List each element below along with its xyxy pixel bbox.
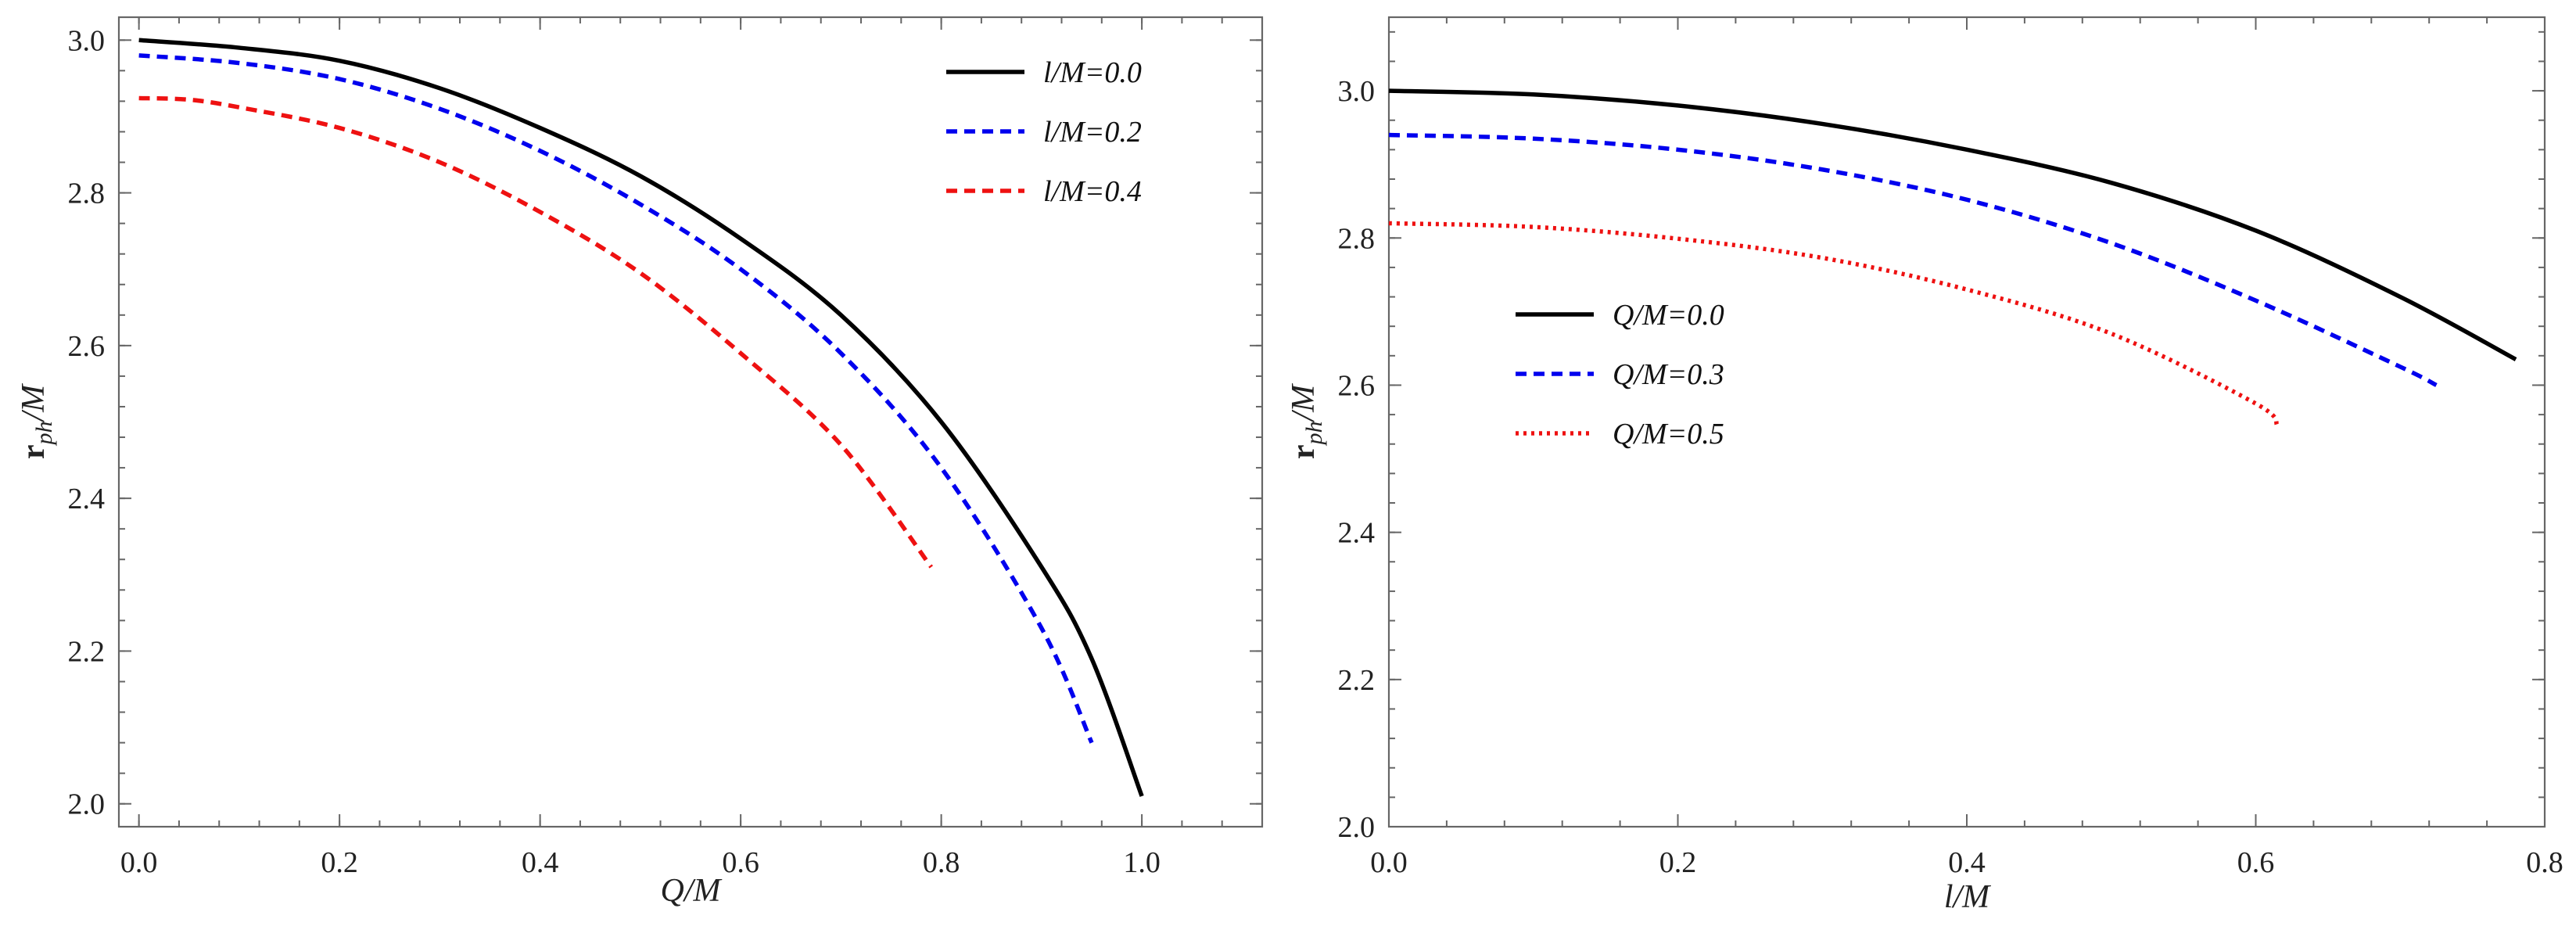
x-tick-label: 0.4 (1948, 846, 1986, 879)
series-line-q-m-0-3 (1388, 132, 2438, 387)
right-chart-panel: 0.0 0.2 0.4 0.6 0.8 2.0 2.2 2.4 2.6 2.8 3.0 l/M rph/… (1286, 16, 2563, 915)
legend-label: l/M=0.0 (1043, 56, 1142, 89)
series-line-q-m-0-5 (1388, 221, 2280, 428)
legend-label: Q/M=0.0 (1613, 299, 1724, 332)
y-tick-label: 2.0 (68, 788, 106, 821)
y-tick-label: 2.8 (68, 178, 106, 210)
x-tick-label: 0.8 (923, 846, 960, 879)
plot-frame (1387, 16, 2546, 828)
x-axis-label: l/M (1944, 879, 1991, 915)
y-tick-label: 2.4 (68, 483, 106, 515)
x-tick-label: 0.0 (120, 846, 158, 879)
x-tick-label: 0.2 (321, 846, 358, 879)
legend-label: Q/M=0.3 (1613, 358, 1724, 391)
series-line-q-m-0-0 (1388, 88, 2517, 361)
y-axis-label: rph/M (1286, 383, 1327, 459)
x-tick-label: 0.0 (1370, 846, 1408, 879)
series-line-l-m-0-0 (138, 38, 1144, 797)
y-tick-label: 2.6 (68, 330, 106, 363)
x-tick-label: 0.2 (1659, 846, 1697, 879)
y-tick-label: 2.0 (1338, 811, 1376, 844)
y-tick-label: 2.4 (1338, 517, 1376, 550)
y-tick-label: 2.6 (1338, 369, 1376, 402)
series-line-l-m-0-2 (138, 53, 1094, 744)
y-tick-label: 3.0 (68, 24, 106, 57)
series-line-l-m-0-4 (138, 95, 934, 569)
y-tick-label: 2.2 (1338, 664, 1376, 697)
legend-label: Q/M=0.5 (1613, 418, 1724, 451)
y-axis-label: rph/M (16, 383, 57, 459)
left-chart-panel: 0.0 0.2 0.4 0.6 0.8 1.0 2.0 2.2 2.4 2.6 2.8 3.0 Q/M r… (16, 16, 1264, 909)
legend-label: l/M=0.2 (1043, 116, 1142, 149)
legend-label: l/M=0.4 (1043, 175, 1142, 208)
y-tick-label: 3.0 (1338, 75, 1376, 108)
y-tick-label: 2.2 (68, 635, 106, 668)
x-tick-label: 0.4 (522, 846, 559, 879)
x-tick-label: 1.0 (1123, 846, 1161, 879)
x-tick-label: 0.8 (2526, 846, 2563, 879)
x-axis-label: Q/M (661, 873, 723, 909)
plot-frame (117, 16, 1264, 828)
x-tick-label: 0.6 (722, 846, 759, 879)
x-tick-label: 0.6 (2237, 846, 2275, 879)
y-tick-label: 2.8 (1338, 222, 1376, 255)
